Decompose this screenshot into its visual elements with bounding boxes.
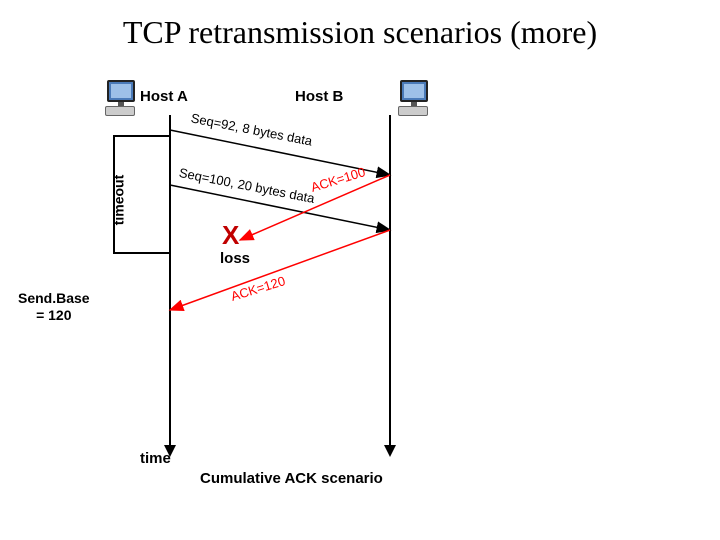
sendbase-line2: = 120: [36, 307, 71, 323]
scenario-label: Cumulative ACK scenario: [200, 470, 383, 487]
tcp-diagram: Host A Host B Seq=92, 8 bytes data Seq=1…: [0, 60, 720, 540]
sendbase-line1: Send.Base: [18, 290, 90, 306]
time-axis-label: time: [140, 450, 171, 467]
page-title: TCP retransmission scenarios (more): [0, 0, 720, 51]
loss-label: loss: [220, 250, 250, 267]
sendbase-label: Send.Base = 120: [18, 290, 90, 324]
loss-x-icon: X: [222, 220, 239, 251]
timeout-bracket-bot: [113, 252, 171, 254]
timeout-bracket-top: [113, 135, 171, 137]
timeout-label: timeout: [110, 175, 126, 226]
diagram-svg: [0, 60, 720, 540]
